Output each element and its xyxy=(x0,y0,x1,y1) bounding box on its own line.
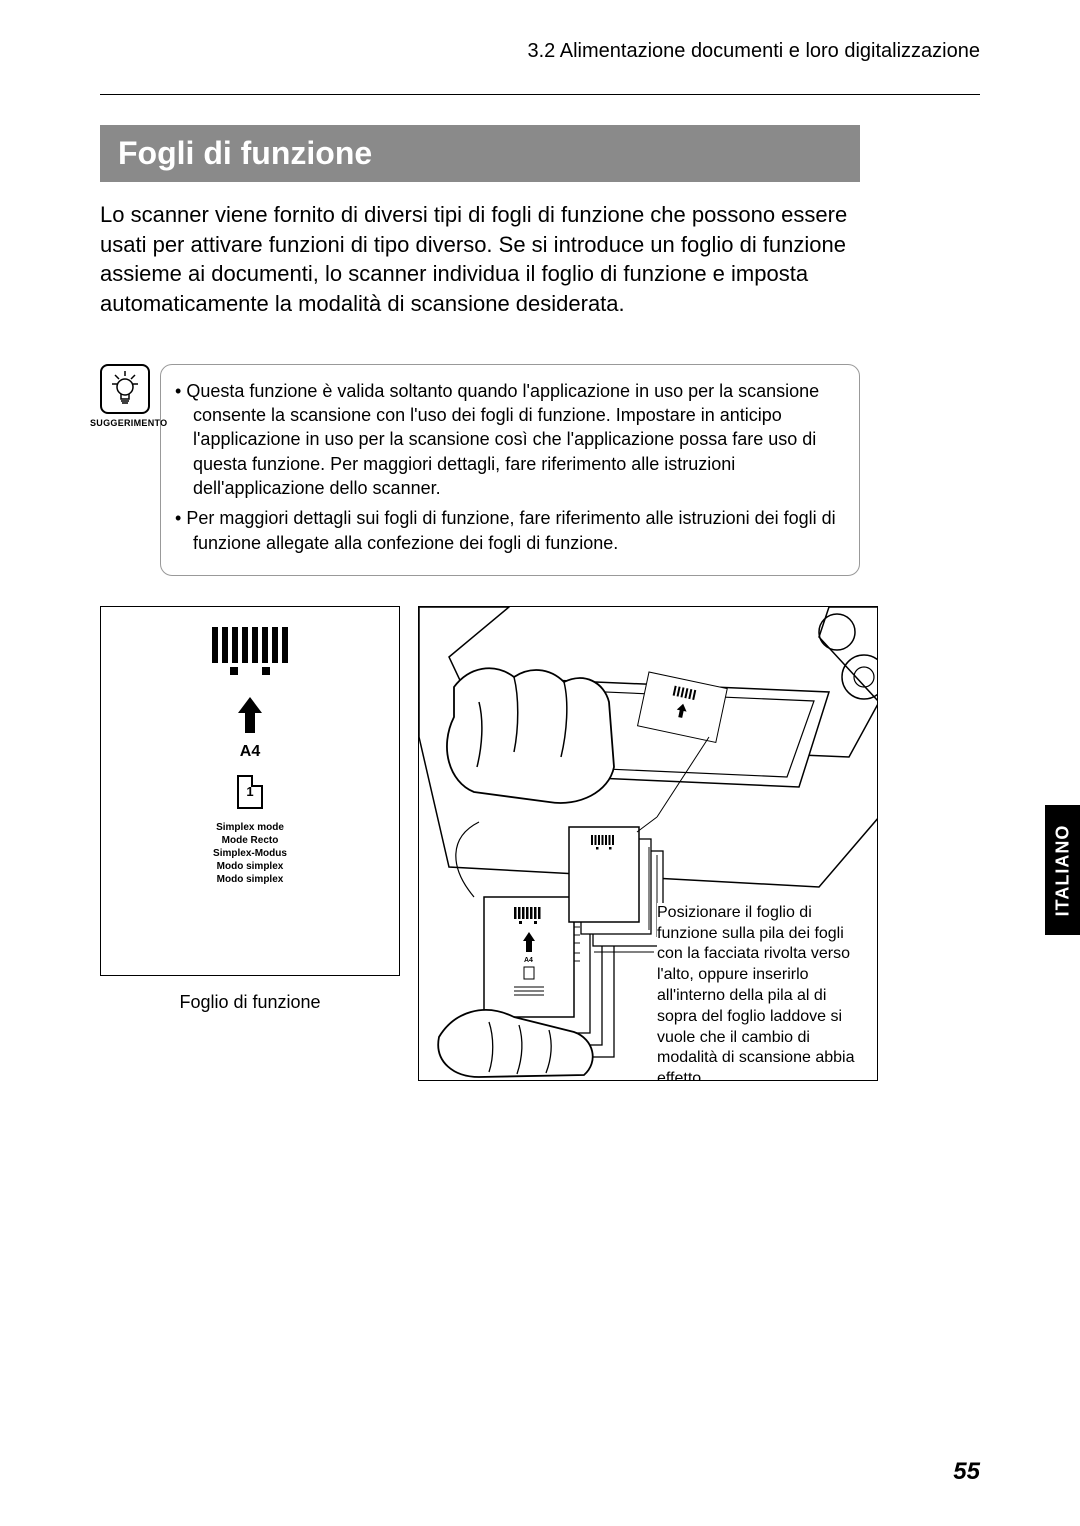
intro-paragraph: Lo scanner viene fornito di diversi tipi… xyxy=(100,200,880,319)
mode-item: Simplex mode xyxy=(213,821,287,834)
figure-right-note: Posizionare il foglio di funzione sulla … xyxy=(657,903,867,1081)
barcode-icon xyxy=(212,627,288,663)
tip-label: SUGGERIMENTO xyxy=(90,418,160,428)
barcode-dots xyxy=(230,667,270,675)
language-tab: ITALIANO xyxy=(1045,805,1080,935)
page-number: 55 xyxy=(953,1458,980,1486)
arrow-up-icon xyxy=(238,697,262,739)
tip-container: SUGGERIMENTO Questa funzione è valida so… xyxy=(100,364,860,576)
mode-item: Modo simplex xyxy=(213,873,287,886)
figure-row: A4 1 Simplex mode Mode Recto Simplex-Mod… xyxy=(100,606,980,1081)
function-sheet-frame: A4 1 Simplex mode Mode Recto Simplex-Mod… xyxy=(100,606,400,976)
mode-list: Simplex mode Mode Recto Simplex-Modus Mo… xyxy=(213,821,287,886)
header-rule xyxy=(100,94,980,95)
mode-item: Mode Recto xyxy=(213,834,287,847)
tip-box: Questa funzione è valida soltanto quando… xyxy=(160,364,860,576)
mode-item: Modo simplex xyxy=(213,860,287,873)
figure-right: A4 xyxy=(418,606,878,1081)
mode-item: Simplex-Modus xyxy=(213,847,287,860)
tip-item: Questa funzione è valida soltanto quando… xyxy=(175,379,841,500)
language-tab-label: ITALIANO xyxy=(1052,824,1073,916)
lightbulb-icon xyxy=(100,364,150,414)
figure-left-caption: Foglio di funzione xyxy=(100,992,400,1013)
page-icon-num: 1 xyxy=(246,784,253,799)
svg-text:A4: A4 xyxy=(524,957,533,964)
figure-left: A4 1 Simplex mode Mode Recto Simplex-Mod… xyxy=(100,606,400,1081)
chapter-ref: 3.2 Alimentazione documenti e loro digit… xyxy=(100,40,980,69)
section-title: Fogli di funzione xyxy=(100,125,860,182)
tip-item: Per maggiori dettagli sui fogli di funzi… xyxy=(175,506,841,555)
page-icon: 1 xyxy=(237,775,263,809)
a4-label: A4 xyxy=(240,743,260,761)
